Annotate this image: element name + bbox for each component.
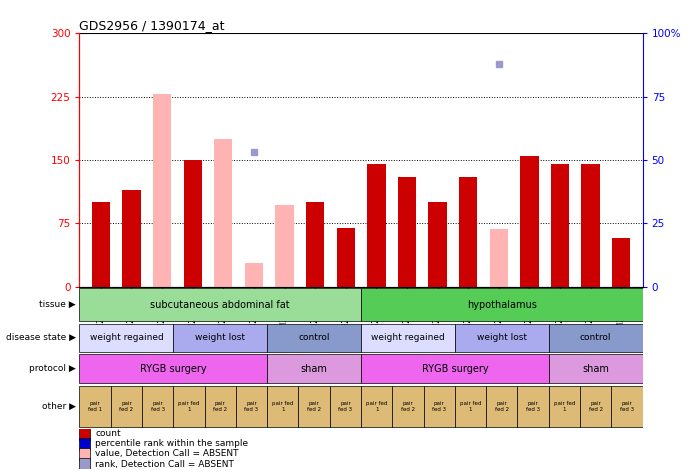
Bar [459, 177, 477, 287]
Bar [581, 164, 600, 287]
Bar [580, 386, 612, 427]
Text: pair
fed 3: pair fed 3 [526, 401, 540, 412]
Text: subcutaneous abdominal fat: subcutaneous abdominal fat [151, 300, 290, 310]
Bar [267, 324, 361, 352]
Bar [398, 177, 416, 287]
Text: pair
fed 2: pair fed 2 [589, 401, 603, 412]
Bar [153, 94, 171, 287]
Bar [267, 355, 361, 383]
Text: pair
fed 2: pair fed 2 [401, 401, 415, 412]
Text: hypothalamus: hypothalamus [467, 300, 537, 310]
Text: weight regained: weight regained [90, 333, 163, 342]
Text: GDS2956 / 1390174_at: GDS2956 / 1390174_at [79, 19, 225, 32]
Bar [275, 205, 294, 287]
Bar [111, 386, 142, 427]
Bar [486, 386, 518, 427]
Text: tissue ▶: tissue ▶ [39, 300, 76, 309]
Bar [79, 428, 90, 440]
Text: pair
fed 2: pair fed 2 [495, 401, 509, 412]
Bar [549, 324, 643, 352]
Text: pair
fed 3: pair fed 3 [432, 401, 446, 412]
Bar [306, 202, 324, 287]
Bar [455, 386, 486, 427]
Bar [490, 229, 508, 287]
Text: pair
fed 2: pair fed 2 [120, 401, 133, 412]
Bar [79, 458, 90, 470]
Bar [92, 202, 110, 287]
Text: value, Detection Call = ABSENT: value, Detection Call = ABSENT [95, 449, 238, 458]
Text: RYGB surgery: RYGB surgery [422, 364, 489, 374]
Bar [455, 324, 549, 352]
Bar [361, 288, 643, 321]
Text: pair fed
1: pair fed 1 [553, 401, 575, 412]
Text: pair
fed 2: pair fed 2 [214, 401, 227, 412]
Bar [337, 228, 355, 287]
Text: weight regained: weight regained [371, 333, 445, 342]
Text: weight lost: weight lost [477, 333, 527, 342]
Bar [361, 386, 392, 427]
Bar [79, 438, 90, 450]
Bar [392, 386, 424, 427]
Bar [245, 263, 263, 287]
Bar [361, 324, 455, 352]
Bar [79, 324, 173, 352]
Bar [79, 448, 90, 460]
Bar [428, 202, 447, 287]
Bar [267, 386, 299, 427]
Text: pair fed
1: pair fed 1 [366, 401, 388, 412]
Bar [173, 324, 267, 352]
Text: pair fed
1: pair fed 1 [272, 401, 294, 412]
Text: pair fed
1: pair fed 1 [460, 401, 481, 412]
Bar [549, 386, 580, 427]
Text: disease state ▶: disease state ▶ [6, 333, 76, 342]
Text: sham: sham [301, 364, 328, 374]
Text: pair
fed 2: pair fed 2 [307, 401, 321, 412]
Text: pair
fed 3: pair fed 3 [245, 401, 258, 412]
Text: protocol ▶: protocol ▶ [29, 364, 76, 373]
Text: RYGB surgery: RYGB surgery [140, 364, 207, 374]
Text: percentile rank within the sample: percentile rank within the sample [95, 439, 248, 448]
Bar [79, 355, 267, 383]
Bar [330, 386, 361, 427]
Bar [361, 355, 549, 383]
Bar [122, 190, 141, 287]
Bar [518, 386, 549, 427]
Bar [612, 386, 643, 427]
Bar [520, 156, 538, 287]
Bar [236, 386, 267, 427]
Bar [214, 139, 232, 287]
Text: pair
fed 3: pair fed 3 [339, 401, 352, 412]
Bar [79, 386, 111, 427]
Text: control: control [580, 333, 612, 342]
Bar [299, 386, 330, 427]
Bar [551, 164, 569, 287]
Text: count: count [95, 429, 121, 438]
Text: control: control [299, 333, 330, 342]
Text: pair
fed 1: pair fed 1 [88, 401, 102, 412]
Text: weight lost: weight lost [196, 333, 245, 342]
Text: pair
fed 3: pair fed 3 [620, 401, 634, 412]
Text: other ▶: other ▶ [42, 402, 76, 411]
Bar [612, 238, 630, 287]
Text: pair
fed 3: pair fed 3 [151, 401, 164, 412]
Bar [79, 288, 361, 321]
Bar [424, 386, 455, 427]
Bar [184, 160, 202, 287]
Bar [367, 164, 386, 287]
Bar [173, 386, 205, 427]
Text: sham: sham [583, 364, 609, 374]
Text: rank, Detection Call = ABSENT: rank, Detection Call = ABSENT [95, 459, 234, 468]
Text: pair fed
1: pair fed 1 [178, 401, 200, 412]
Bar [549, 355, 643, 383]
Bar [205, 386, 236, 427]
Bar [142, 386, 173, 427]
